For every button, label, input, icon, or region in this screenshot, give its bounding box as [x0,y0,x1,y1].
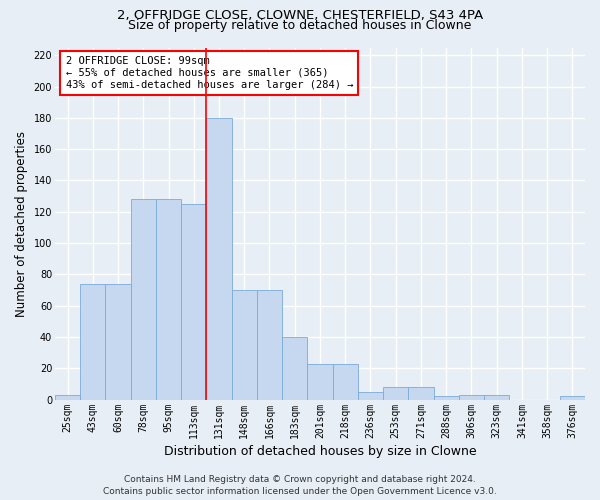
Bar [131,200,156,400]
Bar [232,290,257,400]
Bar [106,284,131,400]
Text: Contains HM Land Registry data © Crown copyright and database right 2024.
Contai: Contains HM Land Registry data © Crown c… [103,474,497,496]
Bar [257,290,282,400]
Text: Size of property relative to detached houses in Clowne: Size of property relative to detached ho… [128,19,472,32]
Bar [206,118,232,400]
Bar [156,200,181,400]
Bar [383,387,409,400]
Bar [55,395,80,400]
Bar [307,364,332,400]
Bar [484,395,509,400]
Text: 2, OFFRIDGE CLOSE, CLOWNE, CHESTERFIELD, S43 4PA: 2, OFFRIDGE CLOSE, CLOWNE, CHESTERFIELD,… [117,9,483,22]
Bar [181,204,206,400]
Y-axis label: Number of detached properties: Number of detached properties [15,130,28,316]
Text: 2 OFFRIDGE CLOSE: 99sqm
← 55% of detached houses are smaller (365)
43% of semi-d: 2 OFFRIDGE CLOSE: 99sqm ← 55% of detache… [65,56,353,90]
X-axis label: Distribution of detached houses by size in Clowne: Distribution of detached houses by size … [164,444,476,458]
Bar [282,337,307,400]
Bar [434,396,459,400]
Bar [560,396,585,400]
Bar [358,392,383,400]
Bar [409,387,434,400]
Bar [459,395,484,400]
Bar [80,284,106,400]
Bar [332,364,358,400]
